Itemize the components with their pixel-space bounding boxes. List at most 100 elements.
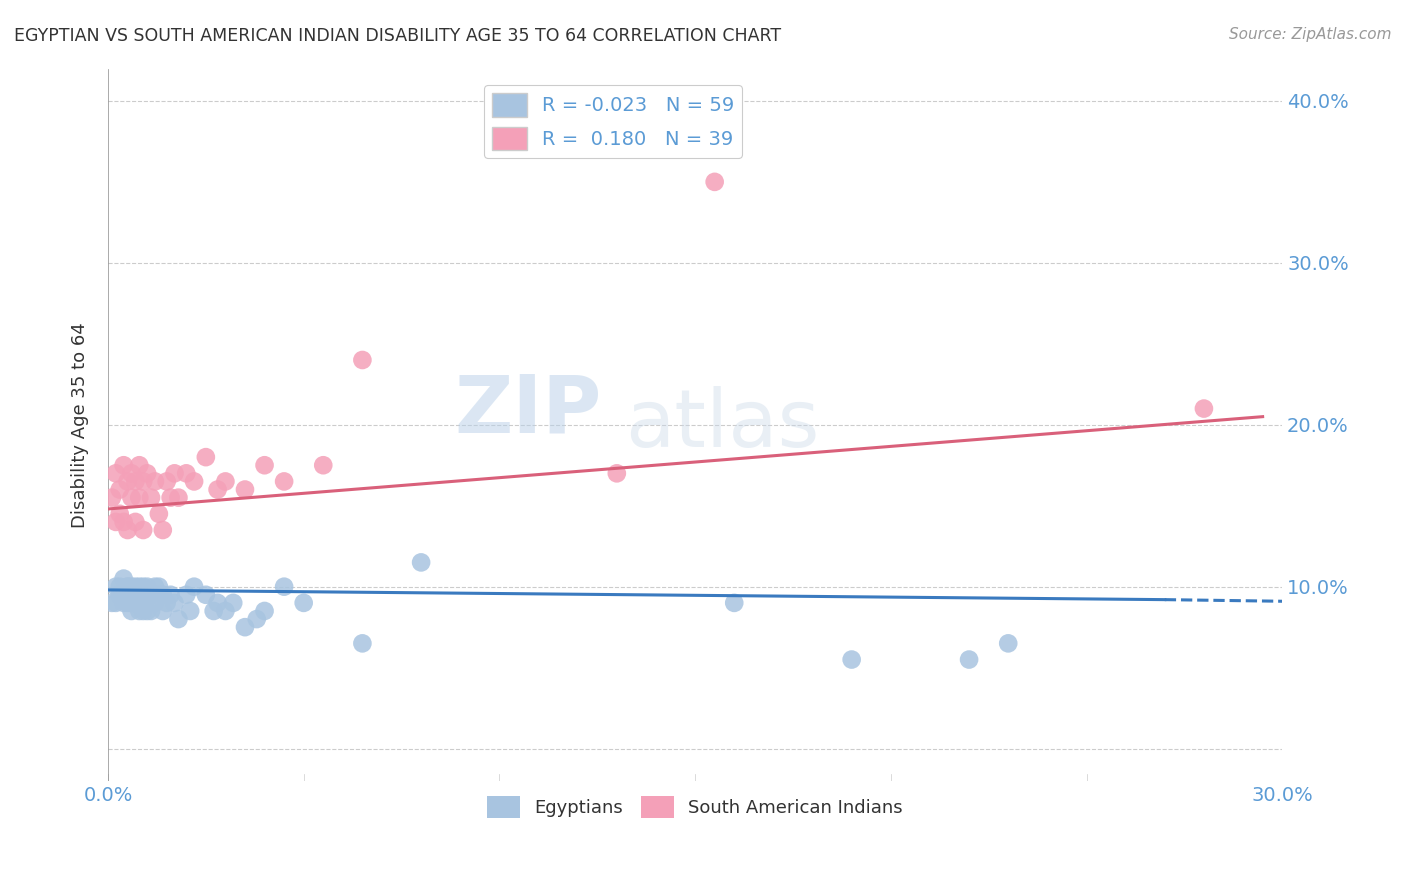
Point (112, 515, 135, 529)
Point (101, 596, 124, 610)
Point (108, 588, 131, 602)
Point (957, 652, 980, 666)
Point (1192, 401, 1215, 416)
Point (132, 580, 155, 594)
Point (139, 604, 162, 618)
Point (214, 604, 236, 618)
Point (159, 491, 181, 505)
Point (156, 596, 179, 610)
Point (179, 604, 201, 618)
Point (104, 580, 127, 594)
Point (136, 580, 159, 594)
Point (112, 596, 135, 610)
Point (128, 580, 150, 594)
Point (143, 580, 166, 594)
Point (194, 450, 217, 464)
Point (273, 580, 295, 594)
Point (152, 523, 174, 537)
Point (112, 458, 135, 473)
Point (124, 475, 146, 489)
Point (132, 475, 155, 489)
Text: EGYPTIAN VS SOUTH AMERICAN INDIAN DISABILITY AGE 35 TO 64 CORRELATION CHART: EGYPTIAN VS SOUTH AMERICAN INDIAN DISABI… (14, 27, 782, 45)
Point (124, 596, 146, 610)
Point (606, 467, 628, 481)
Point (136, 467, 159, 481)
Point (132, 604, 155, 618)
Point (108, 507, 131, 521)
Point (121, 596, 143, 610)
Point (112, 588, 135, 602)
Point (723, 596, 745, 610)
Point (143, 596, 166, 610)
Point (117, 523, 139, 537)
Point (117, 580, 139, 594)
Point (222, 596, 245, 610)
Point (703, 175, 725, 189)
Point (121, 580, 143, 594)
Point (121, 604, 143, 618)
Point (128, 604, 150, 618)
Point (128, 458, 150, 473)
Point (101, 491, 124, 505)
Point (312, 458, 335, 473)
Point (352, 353, 374, 368)
Point (117, 580, 139, 594)
Point (159, 588, 181, 602)
Point (108, 483, 131, 497)
Point (128, 491, 150, 505)
Point (233, 620, 256, 634)
Point (117, 596, 139, 610)
Point (148, 588, 170, 602)
Point (167, 612, 190, 626)
Point (214, 475, 236, 489)
Point (194, 588, 217, 602)
Point (117, 475, 139, 489)
Point (207, 596, 229, 610)
Point (411, 555, 433, 569)
Point (117, 588, 139, 602)
Point (163, 467, 186, 481)
Point (121, 467, 143, 481)
Point (253, 458, 276, 473)
Point (152, 588, 174, 602)
Point (124, 515, 146, 529)
Point (246, 612, 269, 626)
Point (121, 491, 143, 505)
Point (841, 652, 863, 666)
Point (292, 596, 315, 610)
Point (207, 483, 229, 497)
Legend: Egyptians, South American Indians: Egyptians, South American Indians (481, 789, 910, 825)
Point (156, 475, 179, 489)
Point (139, 491, 162, 505)
Point (128, 596, 150, 610)
Point (174, 467, 197, 481)
Point (253, 604, 276, 618)
Point (163, 596, 186, 610)
Point (112, 572, 135, 586)
Point (139, 588, 162, 602)
Point (104, 467, 127, 481)
Point (148, 580, 170, 594)
Point (997, 636, 1019, 650)
Y-axis label: Disability Age 35 to 64: Disability Age 35 to 64 (72, 322, 89, 528)
Point (136, 588, 159, 602)
Text: ZIP: ZIP (454, 371, 602, 450)
Point (233, 483, 256, 497)
Point (148, 507, 170, 521)
Text: atlas: atlas (624, 385, 820, 464)
Point (132, 588, 155, 602)
Point (132, 523, 155, 537)
Point (124, 588, 146, 602)
Text: Source: ZipAtlas.com: Source: ZipAtlas.com (1229, 27, 1392, 42)
Point (273, 475, 295, 489)
Point (124, 580, 146, 594)
Point (202, 604, 225, 618)
Point (104, 596, 127, 610)
Point (183, 475, 205, 489)
Point (352, 636, 374, 650)
Point (108, 580, 131, 594)
Point (104, 515, 127, 529)
Point (121, 588, 143, 602)
Point (136, 604, 159, 618)
Point (143, 475, 166, 489)
